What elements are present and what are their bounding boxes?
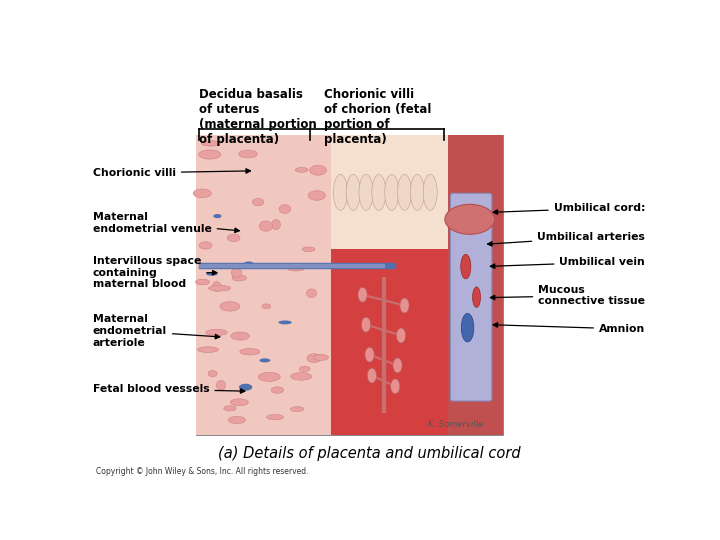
- Ellipse shape: [193, 189, 212, 198]
- Text: Mucous
connective tissue: Mucous connective tissue: [490, 285, 645, 306]
- Ellipse shape: [262, 304, 271, 309]
- Ellipse shape: [224, 406, 236, 411]
- Ellipse shape: [253, 199, 264, 206]
- Ellipse shape: [367, 368, 377, 383]
- Text: Chorionic villi
of chorion (fetal
portion of
placenta): Chorionic villi of chorion (fetal portio…: [324, 87, 431, 146]
- Ellipse shape: [228, 234, 240, 241]
- Ellipse shape: [199, 150, 220, 159]
- FancyBboxPatch shape: [196, 136, 503, 435]
- Ellipse shape: [461, 254, 471, 279]
- Ellipse shape: [206, 272, 217, 276]
- Ellipse shape: [365, 347, 374, 362]
- FancyBboxPatch shape: [448, 136, 503, 435]
- Ellipse shape: [445, 204, 495, 234]
- Ellipse shape: [462, 313, 474, 342]
- Ellipse shape: [290, 407, 304, 411]
- Ellipse shape: [393, 358, 402, 373]
- Ellipse shape: [202, 141, 220, 146]
- Ellipse shape: [206, 329, 228, 335]
- FancyBboxPatch shape: [331, 249, 448, 435]
- Ellipse shape: [279, 205, 291, 213]
- Ellipse shape: [295, 167, 308, 172]
- Ellipse shape: [400, 298, 409, 313]
- Ellipse shape: [213, 214, 222, 218]
- Ellipse shape: [307, 354, 321, 362]
- Ellipse shape: [372, 174, 386, 211]
- Text: Maternal
endometrial
arteriole: Maternal endometrial arteriole: [93, 314, 220, 348]
- Ellipse shape: [209, 286, 230, 291]
- Ellipse shape: [313, 354, 328, 360]
- Ellipse shape: [423, 174, 437, 211]
- Text: Intervillous space
containing
maternal blood: Intervillous space containing maternal b…: [93, 256, 217, 289]
- Ellipse shape: [291, 373, 312, 380]
- Ellipse shape: [271, 387, 284, 393]
- Ellipse shape: [333, 174, 347, 211]
- Ellipse shape: [230, 399, 248, 406]
- Ellipse shape: [361, 317, 371, 332]
- Ellipse shape: [220, 302, 240, 311]
- FancyBboxPatch shape: [331, 136, 448, 249]
- Ellipse shape: [472, 287, 480, 307]
- Ellipse shape: [197, 347, 218, 353]
- Ellipse shape: [346, 174, 360, 211]
- Text: Chorionic villi: Chorionic villi: [93, 168, 251, 178]
- Text: Copyright © John Wiley & Sons, Inc. All rights reserved.: Copyright © John Wiley & Sons, Inc. All …: [96, 468, 308, 476]
- Ellipse shape: [359, 174, 373, 211]
- Ellipse shape: [212, 282, 221, 292]
- Text: Decidua basalis
of uterus
(maternal portion
of placenta): Decidua basalis of uterus (maternal port…: [199, 87, 316, 146]
- Ellipse shape: [397, 328, 405, 343]
- Ellipse shape: [358, 287, 367, 302]
- Ellipse shape: [302, 247, 315, 252]
- Text: (a) Details of placenta and umbilical cord: (a) Details of placenta and umbilical co…: [217, 446, 521, 461]
- Text: Umbilical arteries: Umbilical arteries: [487, 232, 645, 246]
- Text: Maternal
endometrial venule: Maternal endometrial venule: [93, 212, 239, 234]
- Ellipse shape: [240, 348, 260, 355]
- Ellipse shape: [195, 279, 210, 285]
- Ellipse shape: [259, 221, 273, 231]
- Ellipse shape: [384, 174, 399, 211]
- Text: Fetal blood vessels: Fetal blood vessels: [93, 384, 245, 394]
- Ellipse shape: [239, 150, 257, 158]
- Ellipse shape: [228, 416, 246, 423]
- Text: Amnion: Amnion: [493, 323, 645, 334]
- FancyBboxPatch shape: [196, 136, 331, 435]
- Ellipse shape: [390, 379, 400, 394]
- Ellipse shape: [232, 275, 246, 281]
- FancyBboxPatch shape: [451, 193, 492, 401]
- Ellipse shape: [243, 261, 254, 267]
- Ellipse shape: [216, 381, 225, 390]
- Ellipse shape: [258, 373, 280, 381]
- Ellipse shape: [287, 264, 305, 271]
- Text: Umbilical cord:: Umbilical cord:: [493, 203, 645, 214]
- Ellipse shape: [239, 384, 252, 390]
- Text: Umbilical vein: Umbilical vein: [490, 257, 645, 268]
- Ellipse shape: [300, 366, 310, 372]
- Text: K. Somerville: K. Somerville: [428, 420, 483, 429]
- Ellipse shape: [397, 174, 412, 211]
- Ellipse shape: [310, 165, 326, 175]
- Ellipse shape: [308, 191, 325, 200]
- Ellipse shape: [259, 359, 271, 362]
- Ellipse shape: [199, 242, 212, 249]
- Ellipse shape: [231, 268, 242, 278]
- Ellipse shape: [307, 289, 317, 298]
- Ellipse shape: [208, 370, 217, 377]
- Ellipse shape: [279, 320, 292, 325]
- Ellipse shape: [231, 332, 249, 340]
- Ellipse shape: [410, 174, 424, 211]
- Ellipse shape: [271, 219, 280, 230]
- Ellipse shape: [266, 415, 284, 420]
